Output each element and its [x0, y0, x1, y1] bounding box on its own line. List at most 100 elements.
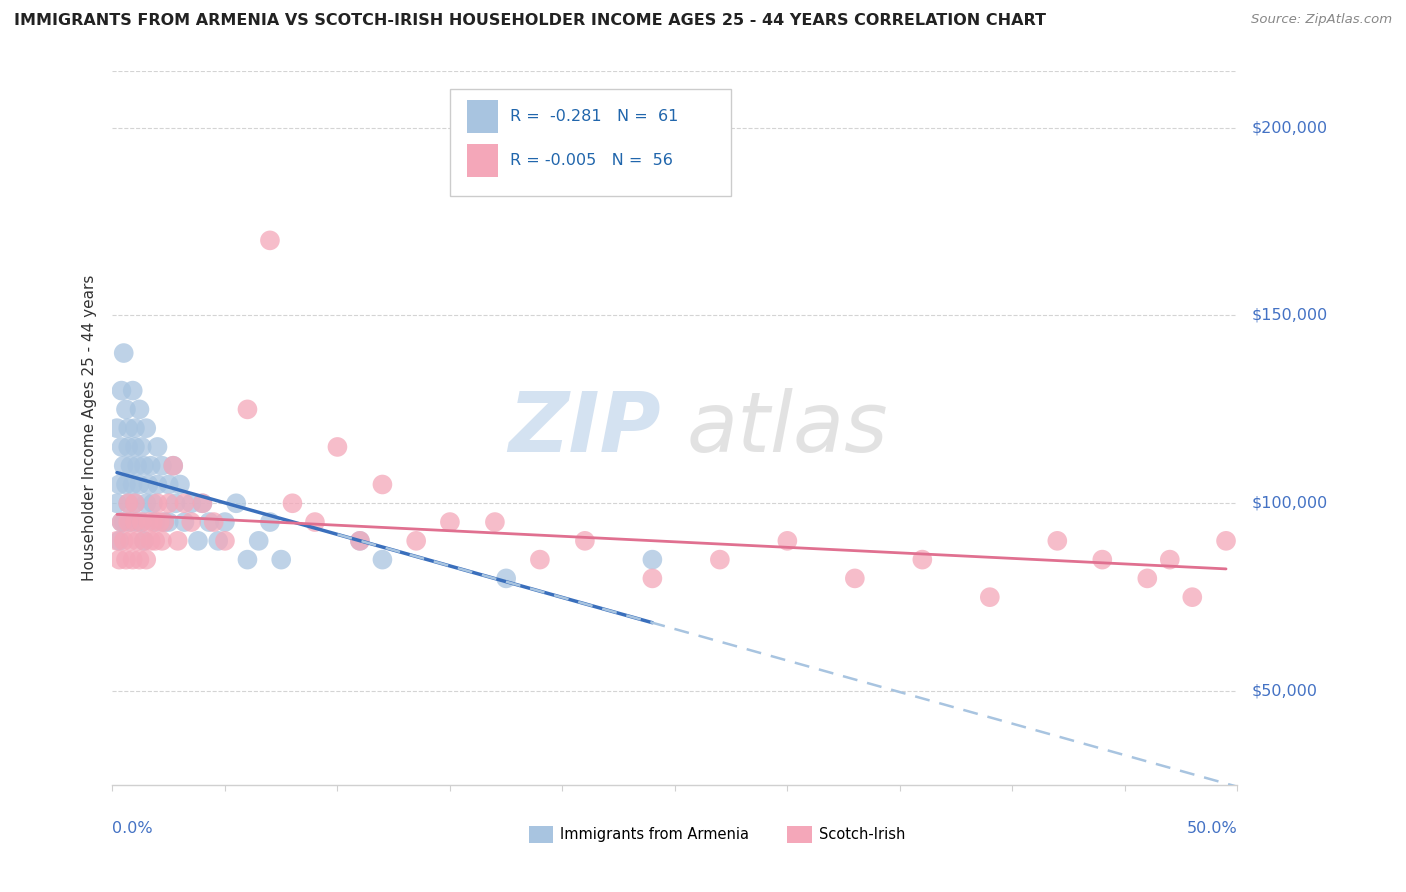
Point	[131, 515, 153, 529]
Point	[574, 533, 596, 548]
Point	[236, 552, 259, 566]
Point	[214, 533, 236, 548]
Text: 0.0%: 0.0%	[112, 821, 153, 836]
Point	[110, 515, 132, 529]
Point	[173, 515, 195, 529]
Point	[166, 533, 188, 548]
Point	[132, 533, 155, 548]
Point	[202, 515, 225, 529]
Point	[112, 458, 135, 473]
Point	[110, 515, 132, 529]
Point	[225, 496, 247, 510]
Point	[198, 515, 221, 529]
Point	[121, 384, 143, 398]
Point	[117, 440, 139, 454]
Point	[108, 552, 131, 566]
Y-axis label: Householder Income Ages 25 - 44 years: Householder Income Ages 25 - 44 years	[82, 275, 97, 582]
Point	[270, 552, 292, 566]
Text: 50.0%: 50.0%	[1187, 821, 1237, 836]
Text: $200,000: $200,000	[1251, 120, 1327, 136]
Point	[371, 552, 394, 566]
Point	[187, 533, 209, 548]
Text: $100,000: $100,000	[1251, 496, 1327, 511]
Point	[121, 552, 143, 566]
Point	[105, 533, 128, 548]
Bar	[529, 826, 554, 844]
Text: atlas: atlas	[686, 388, 889, 468]
Point	[259, 233, 281, 247]
Point	[120, 533, 142, 548]
Text: IMMIGRANTS FROM ARMENIA VS SCOTCH-IRISH HOUSEHOLDER INCOME AGES 25 - 44 YEARS CO: IMMIGRANTS FROM ARMENIA VS SCOTCH-IRISH …	[14, 13, 1046, 29]
Point	[128, 552, 150, 566]
Point	[484, 515, 506, 529]
Point	[1046, 533, 1069, 548]
Point	[641, 571, 664, 585]
Point	[124, 496, 146, 510]
Point	[112, 533, 135, 548]
Text: $150,000: $150,000	[1251, 308, 1327, 323]
Point	[281, 496, 304, 510]
Point	[143, 533, 166, 548]
Point	[124, 421, 146, 435]
Point	[150, 533, 173, 548]
Text: $50,000: $50,000	[1251, 683, 1317, 698]
Text: Scotch-Irish: Scotch-Irish	[818, 828, 905, 842]
Point	[146, 477, 169, 491]
Point	[157, 496, 180, 510]
Point	[110, 440, 132, 454]
Point	[131, 515, 153, 529]
Point	[405, 533, 427, 548]
Bar	[467, 100, 498, 133]
Point	[121, 477, 143, 491]
Point	[110, 384, 132, 398]
Point	[911, 552, 934, 566]
Point	[138, 515, 160, 529]
Point	[207, 533, 229, 548]
Point	[108, 477, 131, 491]
Point	[138, 477, 160, 491]
Text: Immigrants from Armenia: Immigrants from Armenia	[560, 828, 749, 842]
Point	[844, 571, 866, 585]
Point	[236, 402, 259, 417]
Point	[124, 496, 146, 510]
Point	[132, 533, 155, 548]
Point	[149, 515, 172, 529]
Point	[979, 590, 1001, 604]
Point	[157, 515, 180, 529]
Point	[127, 533, 149, 548]
Point	[139, 458, 162, 473]
Text: R =  -0.281   N =  61: R = -0.281 N = 61	[509, 109, 678, 124]
Point	[162, 458, 184, 473]
Point	[143, 515, 166, 529]
Point	[1181, 590, 1204, 604]
Point	[495, 571, 517, 585]
Bar	[787, 826, 813, 844]
Point	[146, 496, 169, 510]
Point	[135, 421, 157, 435]
Point	[259, 515, 281, 529]
Point	[117, 515, 139, 529]
Point	[108, 533, 131, 548]
Point	[135, 552, 157, 566]
Point	[132, 458, 155, 473]
Point	[1091, 552, 1114, 566]
Point	[142, 515, 165, 529]
Point	[105, 496, 128, 510]
Point	[124, 440, 146, 454]
Point	[529, 552, 551, 566]
Point	[709, 552, 731, 566]
Point	[128, 402, 150, 417]
Point	[641, 552, 664, 566]
Point	[142, 496, 165, 510]
Point	[191, 496, 214, 510]
Point	[191, 496, 214, 510]
Point	[349, 533, 371, 548]
Point	[115, 552, 138, 566]
Point	[120, 458, 142, 473]
Point	[214, 515, 236, 529]
Point	[247, 533, 270, 548]
Point	[131, 440, 153, 454]
Point	[1215, 533, 1237, 548]
Point	[117, 496, 139, 510]
Point	[349, 533, 371, 548]
